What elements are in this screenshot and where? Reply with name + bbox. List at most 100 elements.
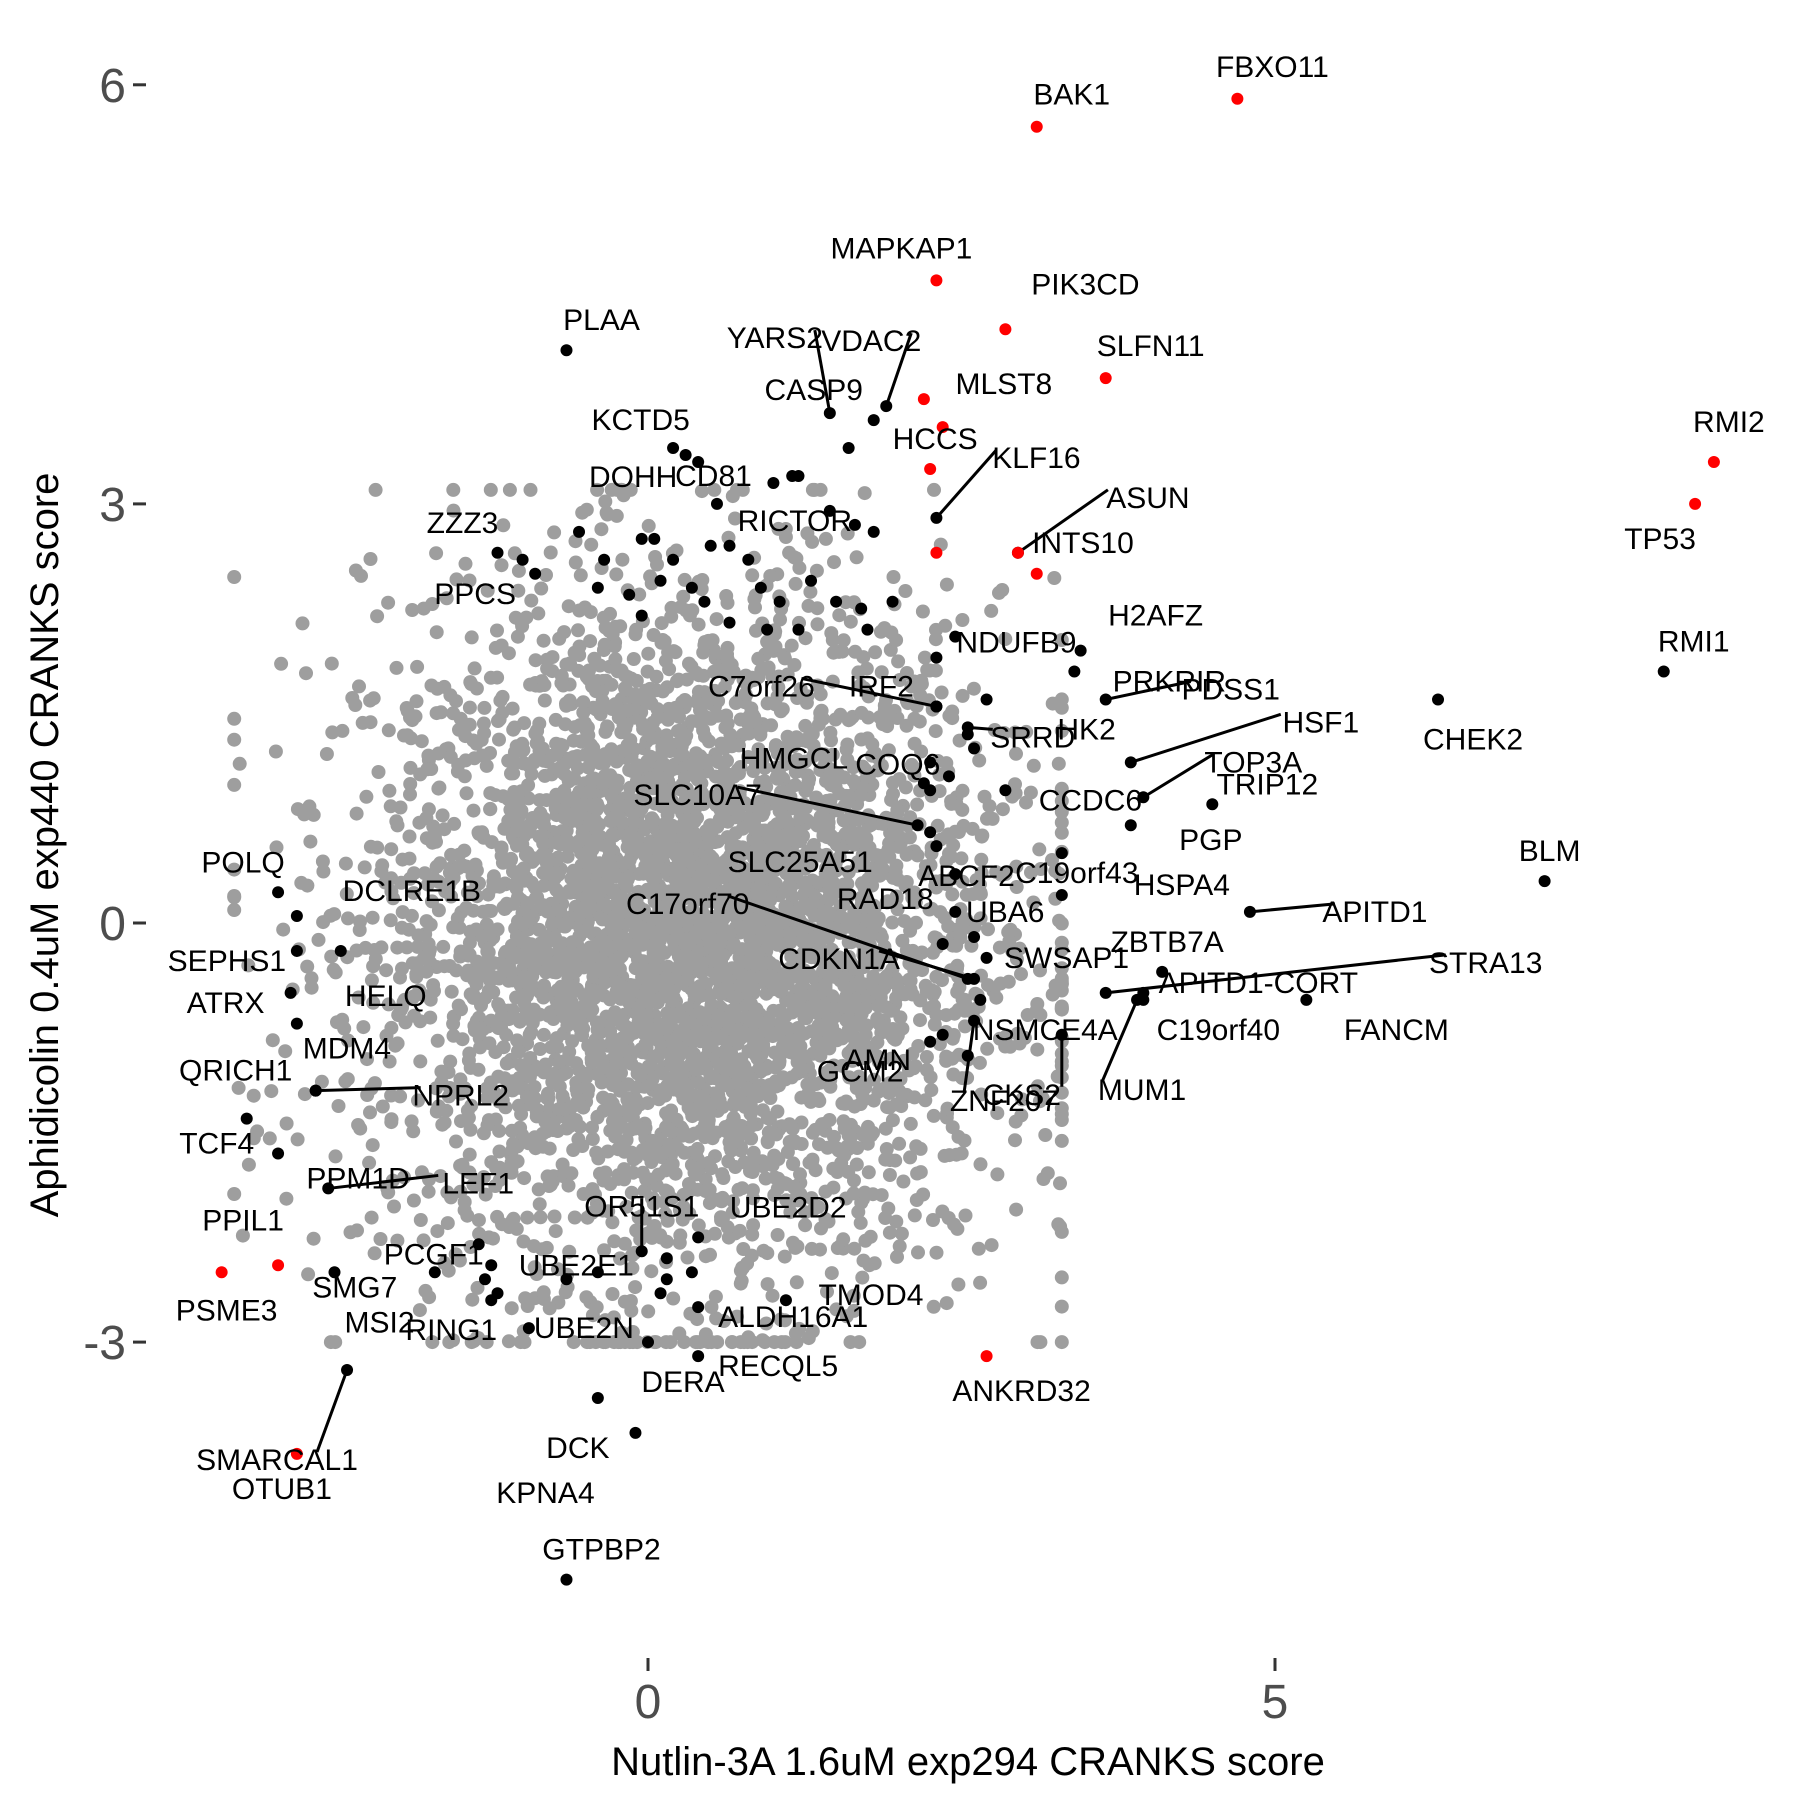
background-point bbox=[610, 664, 625, 679]
background-point bbox=[745, 1029, 759, 1044]
background-point bbox=[910, 1166, 925, 1181]
background-point bbox=[924, 1083, 939, 1098]
gene-point bbox=[949, 905, 962, 918]
background-point bbox=[647, 971, 662, 986]
background-point bbox=[300, 878, 315, 893]
background-point bbox=[365, 910, 380, 925]
background-point bbox=[594, 933, 609, 948]
background-point bbox=[462, 573, 477, 588]
background-point bbox=[666, 990, 681, 1005]
background-point bbox=[227, 570, 242, 584]
gene-point bbox=[704, 539, 717, 552]
background-point bbox=[734, 1069, 749, 1083]
gene-point bbox=[980, 951, 993, 964]
background-point bbox=[723, 1021, 738, 1036]
gene-point bbox=[654, 574, 667, 587]
background-point bbox=[745, 707, 760, 722]
gene-point bbox=[1124, 756, 1137, 769]
background-point bbox=[696, 869, 711, 884]
background-point bbox=[410, 939, 425, 954]
background-point bbox=[364, 1210, 379, 1225]
background-point bbox=[402, 829, 417, 844]
background-point bbox=[818, 977, 833, 992]
background-point bbox=[454, 1002, 468, 1017]
background-point bbox=[942, 846, 956, 861]
background-point bbox=[1026, 758, 1041, 773]
background-point bbox=[638, 1037, 653, 1052]
background-point bbox=[545, 650, 560, 665]
background-point bbox=[491, 997, 506, 1012]
background-point bbox=[745, 1163, 760, 1178]
background-point bbox=[400, 728, 415, 743]
background-point bbox=[589, 684, 603, 699]
background-point bbox=[502, 482, 517, 497]
background-point bbox=[440, 1216, 455, 1231]
background-point bbox=[389, 660, 404, 675]
background-point bbox=[793, 1167, 807, 1182]
gene-point bbox=[1657, 665, 1670, 678]
background-point bbox=[462, 1147, 477, 1162]
background-point bbox=[818, 531, 833, 546]
background-point bbox=[702, 989, 717, 1004]
background-point bbox=[544, 1040, 559, 1055]
background-point bbox=[759, 1061, 774, 1076]
background-point bbox=[743, 1106, 758, 1121]
background-point bbox=[374, 940, 389, 955]
gene-point bbox=[710, 497, 723, 510]
background-point bbox=[570, 961, 585, 976]
background-point bbox=[453, 1072, 468, 1087]
gene-point bbox=[936, 937, 949, 950]
background-point bbox=[1008, 725, 1023, 740]
background-point bbox=[513, 1120, 528, 1135]
background-point-cloud bbox=[227, 482, 1069, 1350]
gene-point bbox=[692, 1301, 705, 1314]
background-point bbox=[446, 1028, 461, 1043]
background-point bbox=[985, 811, 1000, 826]
background-point bbox=[820, 1284, 834, 1299]
background-point bbox=[732, 1223, 747, 1238]
background-point bbox=[429, 546, 444, 561]
background-point bbox=[560, 1008, 574, 1023]
background-point bbox=[913, 993, 928, 1008]
gene-label: ASUN bbox=[1106, 482, 1189, 515]
gene-point bbox=[1068, 665, 1081, 678]
background-point bbox=[892, 1136, 907, 1151]
gene-point bbox=[942, 770, 955, 783]
gene-label: TP53 bbox=[1624, 523, 1696, 556]
background-point bbox=[610, 907, 625, 922]
background-point bbox=[552, 1102, 566, 1117]
highlight-point bbox=[924, 462, 937, 475]
background-point bbox=[331, 1099, 346, 1113]
background-point bbox=[463, 675, 478, 690]
background-point bbox=[892, 1239, 907, 1254]
background-point bbox=[399, 701, 414, 715]
background-point bbox=[899, 943, 914, 958]
background-point bbox=[577, 868, 592, 883]
gene-point bbox=[930, 651, 943, 664]
background-point bbox=[543, 545, 558, 560]
background-point bbox=[458, 556, 473, 571]
background-point bbox=[1053, 1176, 1067, 1191]
background-point bbox=[572, 648, 587, 663]
background-point bbox=[945, 1120, 960, 1135]
gene-label: IRF2 bbox=[849, 670, 914, 703]
background-point bbox=[856, 1253, 871, 1268]
gene-label: KPNA4 bbox=[496, 1477, 594, 1510]
gene-point bbox=[591, 1391, 604, 1404]
background-point bbox=[814, 1221, 828, 1236]
gene-label: CASP9 bbox=[765, 374, 863, 407]
background-point bbox=[954, 1146, 969, 1161]
background-point bbox=[641, 1059, 656, 1074]
background-point bbox=[432, 780, 447, 795]
background-point bbox=[541, 864, 556, 879]
background-point bbox=[268, 744, 283, 759]
background-point bbox=[785, 1121, 800, 1136]
background-point bbox=[937, 1148, 952, 1163]
background-point bbox=[809, 563, 824, 578]
gene-point bbox=[930, 700, 943, 713]
background-point bbox=[1033, 963, 1047, 978]
background-point bbox=[543, 1177, 558, 1192]
background-point bbox=[554, 979, 569, 994]
gene-label: KLF16 bbox=[992, 442, 1080, 475]
background-point bbox=[804, 1241, 819, 1256]
